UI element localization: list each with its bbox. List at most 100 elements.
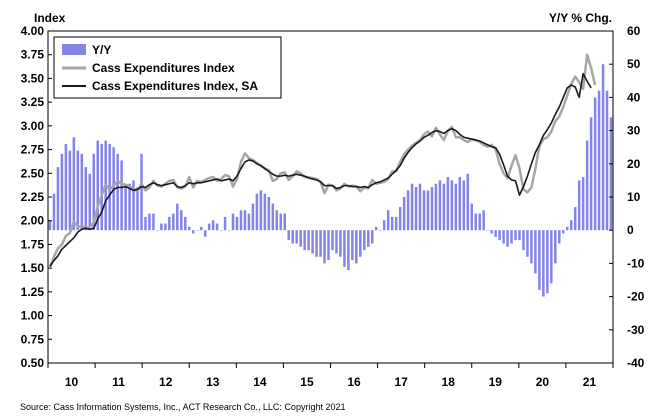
yoy-bar [542, 230, 545, 297]
right-axis-title: Y/Y % Chg. [549, 11, 612, 25]
yoy-bar [227, 230, 231, 231]
x-tick-label: 10 [65, 375, 79, 389]
left-tick-label: 0.50 [21, 356, 45, 370]
yoy-bar [335, 230, 338, 254]
yoy-bar [255, 193, 259, 231]
yoy-bar [315, 230, 318, 257]
yoy-bar [382, 220, 386, 231]
left-tick-label: 2.25 [21, 190, 45, 204]
yoy-bar [506, 230, 509, 247]
left-tick-label: 2.75 [21, 143, 45, 157]
yoy-bar [307, 230, 310, 251]
yoy-bar [494, 230, 497, 237]
yoy-bar [406, 190, 410, 231]
yoy-bar [176, 203, 179, 231]
yoy-bar [434, 183, 438, 231]
yoy-bar [438, 180, 442, 231]
yoy-bar [458, 177, 462, 231]
x-tick-label: 18 [442, 375, 456, 389]
right-tick-label: -40 [627, 356, 645, 370]
yoy-bar [398, 206, 402, 231]
yoy-bar [231, 213, 235, 231]
yoy-bar [565, 226, 569, 231]
yoy-bar [605, 90, 609, 231]
yoy-bar [116, 153, 119, 231]
legend-label-index-sa: Cass Expenditures Index, SA [92, 79, 258, 93]
yoy-bar [259, 190, 263, 231]
yoy-bar [120, 160, 123, 231]
yoy-bar [299, 230, 302, 247]
yoy-bar [327, 230, 330, 261]
right-tick-label: 50 [627, 57, 641, 71]
yoy-bar [132, 180, 135, 231]
yoy-bar [446, 177, 450, 231]
index-lines [48, 53, 597, 268]
yoy-bar [554, 230, 557, 264]
yoy-bar [239, 210, 243, 231]
yoy-bar [271, 203, 275, 231]
yoy-bar [164, 223, 167, 231]
yoy-bar [84, 167, 88, 231]
yoy-bar [211, 220, 215, 231]
index-line [48, 53, 597, 268]
yoy-bar [386, 210, 390, 231]
yoy-bar [56, 167, 60, 231]
yoy-bar [295, 230, 298, 244]
yoy-bar [474, 213, 477, 231]
yoy-bar [184, 216, 187, 231]
x-tick-label: 15 [300, 375, 314, 389]
yoy-bar [597, 90, 601, 231]
yoy-bar [140, 153, 143, 231]
yoy-bar [100, 143, 103, 231]
yoy-bar [128, 183, 131, 231]
yoy-bar [585, 140, 589, 231]
yoy-bar [275, 210, 279, 231]
legend-swatch-yoy [62, 44, 86, 55]
yoy-bar [303, 230, 306, 251]
yoy-bar [363, 230, 366, 251]
right-tick-label: 30 [627, 124, 641, 138]
yoy-bar [601, 64, 605, 231]
yoy-bar [410, 183, 414, 231]
left-tick-label: 1.25 [21, 285, 45, 299]
yoy-bar [546, 230, 549, 294]
yoy-bar [359, 230, 362, 257]
yoy-bar [518, 230, 521, 241]
yoy-bar [199, 226, 203, 231]
yoy-bar [422, 190, 426, 231]
left-tick-label: 1.50 [21, 261, 45, 275]
yoy-bar [64, 143, 68, 231]
yoy-bar [215, 223, 219, 231]
yoy-bar [430, 187, 434, 231]
yoy-bar [235, 216, 239, 231]
yoy-bar [426, 190, 430, 231]
yoy-bar [60, 153, 64, 231]
yoy-bar [331, 230, 334, 251]
yoy-bar [609, 117, 613, 231]
left-tick-label: 4.00 [21, 24, 45, 38]
yoy-bar [160, 223, 163, 231]
left-tick-label: 1.75 [21, 237, 45, 251]
left-tick-label: 0.75 [21, 332, 45, 346]
yoy-bar [466, 173, 470, 231]
yoy-bar [482, 210, 485, 231]
yoy-bar [267, 197, 271, 231]
yoy-bar [577, 180, 581, 231]
left-tick-label: 3.25 [21, 95, 45, 109]
right-tick-label: 10 [627, 190, 641, 204]
yoy-bar [402, 197, 406, 231]
yoy-bar [247, 213, 251, 231]
yoy-bar [470, 203, 473, 231]
yoy-bar [502, 230, 505, 244]
yoy-bar [52, 193, 56, 231]
yoy-bar [498, 230, 501, 241]
yoy-bar [168, 216, 171, 231]
yoy-bar [152, 213, 155, 231]
yoy-bar [478, 213, 481, 231]
x-tick-label: 20 [536, 375, 550, 389]
right-tick-label: 20 [627, 157, 641, 171]
yoy-bar [414, 187, 418, 231]
yoy-bar [367, 230, 370, 247]
yoy-bar [462, 180, 466, 231]
